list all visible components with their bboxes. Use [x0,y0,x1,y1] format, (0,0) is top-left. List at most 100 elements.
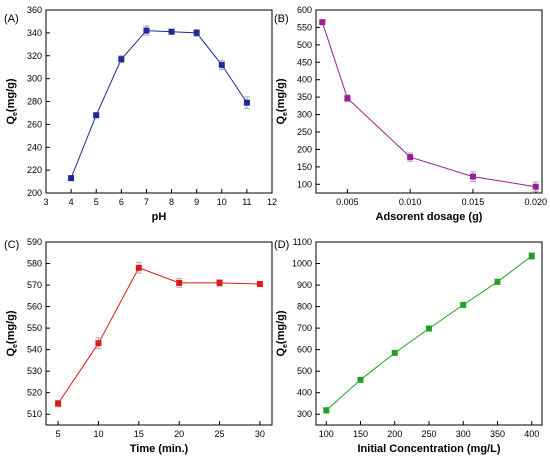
data-point [93,112,100,119]
data-point [55,400,62,407]
series-line [325,255,533,411]
x-tick-label: 7 [144,197,149,207]
data-point [118,56,125,63]
x-tick-label: 0.005 [336,197,359,207]
plot-frame [315,9,543,194]
y-axis-label-subscript: e [282,112,289,116]
x-tick-label: 0.020 [524,197,547,207]
series-line [321,22,536,188]
y-tick-label: 550 [297,22,312,32]
y-axis-label-subscript: e [12,112,19,116]
y-tick-label: 1100 [293,237,312,247]
chart-panel-4: (D) 100 150 200 250 300 350 400 300 400 500 600 700 8… [274,237,543,455]
y-tick-label: 530 [27,366,42,376]
y-tick-label: 280 [27,97,42,107]
y-axis-label-main: Q [275,348,287,357]
x-axis-label: Initial Concentration (mg/L) [358,443,501,455]
y-tick-label: 400 [297,75,312,85]
data-point [168,28,175,35]
y-tick-label: 250 [297,127,312,137]
series-line [57,267,260,404]
data-point [68,175,75,182]
y-tick-label: 200 [27,188,42,198]
chart-panel-1: (A) 3 4 5 6 7 8 9 10 11 12 200 220 240 260 280 300 320 340… [4,5,277,223]
plot-frame [45,9,273,194]
x-axis-label: pH [152,211,167,223]
data-point [532,183,539,190]
y-tick-label: 550 [27,323,42,333]
y-tick-label: 570 [27,280,42,290]
data-point [494,278,501,285]
x-tick-label: 3 [43,197,48,207]
data-point [469,173,476,180]
y-tick-label: 100 [297,179,312,189]
x-tick-label: 0.015 [462,197,485,207]
y-axis-label-unit: (mg/g) [275,78,287,112]
y-axis-label: Qe(mg/g) [275,310,289,356]
x-tick-label: 300 [456,429,471,439]
y-tick-label: 360 [27,5,42,15]
data-point [344,95,351,102]
y-axis-label-main: Q [5,116,17,125]
y-axis-label-unit: (mg/g) [5,78,17,112]
y-axis-label: Qe(mg/g) [5,78,19,124]
y-tick-label: 1000 [292,259,312,269]
y-tick-label: 150 [297,162,312,172]
data-point [391,349,398,356]
data-point [407,154,414,161]
x-tick-label: 20 [174,429,184,439]
x-tick-label: 9 [194,197,199,207]
y-axis-label-unit: (mg/g) [5,310,17,344]
y-tick-label: 580 [27,259,42,269]
data-point [426,325,432,332]
chart-panel-3: (C)5 10 15 20 25 3051052053054055056057058059… [4,237,273,455]
x-tick-label: 15 [134,429,144,439]
data-point [135,264,142,271]
y-tick-label: 520 [27,388,42,398]
panel-label: (D) [274,239,289,251]
x-tick-label: 25 [215,429,225,439]
y-tick-label: 450 [297,57,312,67]
y-axis-label: Qe(mg/g) [275,78,289,124]
y-tick-label: 240 [27,142,42,152]
x-tick-label: 11 [242,197,251,207]
x-tick-label: 5 [94,197,99,207]
data-point [193,29,200,36]
data-point [176,279,183,286]
y-tick-label: 900 [297,280,312,290]
data-point [323,407,330,414]
y-axis-label-unit: (mg/g) [275,310,287,344]
x-axis-label: Adsorent dosage (g) [376,211,483,223]
y-axis-label: Qe(mg/g) [5,310,19,356]
x-tick-label: 200 [387,429,402,439]
y-tick-label: 300 [297,110,312,120]
plot-frame [45,241,273,426]
data-point [256,280,263,287]
series-line [70,30,248,179]
data-point [95,340,102,347]
x-tick-label: 30 [255,429,265,439]
y-tick-label: 560 [27,302,42,312]
x-tick-label: 350 [490,429,505,439]
x-tick-label: 5 [56,429,61,439]
y-axis-label-main: Q [5,348,17,357]
data-point [460,301,467,308]
data-point [218,61,225,68]
y-tick-label: 260 [27,119,42,129]
x-tick-label: 400 [524,429,539,439]
y-axis-label-main: Q [275,116,287,125]
y-tick-label: 600 [297,5,312,15]
y-tick-label: 200 [297,144,312,154]
y-tick-label: 590 [27,237,42,247]
x-tick-label: 8 [169,197,174,207]
x-tick-label: 250 [421,429,436,439]
data-point [243,99,250,106]
data-point [319,19,326,26]
panel-label: (A) [4,13,19,25]
plot-frame [315,241,543,426]
x-axis-label: Time (min.) [130,443,189,455]
y-tick-label: 300 [297,409,312,419]
panel-label: (B) [274,13,289,25]
chart-panel-2: (B) 0.005 0.010 0.015 0.020 100 150 200 250 300 35… [274,5,547,223]
